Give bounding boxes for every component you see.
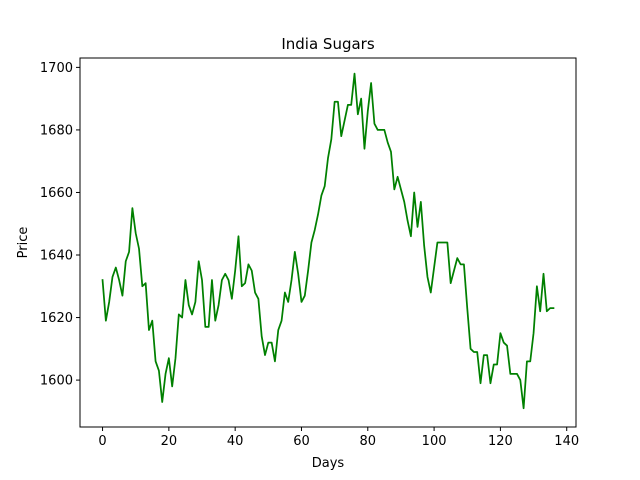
y-tick-label: 1680 [40,123,73,138]
x-tick-label: 120 [488,434,513,449]
chart-title: India Sugars [281,35,374,53]
x-tick-label: 60 [293,434,310,449]
x-axis-label: Days [312,456,345,471]
y-tick-label: 1600 [40,374,73,389]
x-tick-label: 0 [98,434,106,449]
y-tick-label: 1620 [40,311,73,326]
y-tick-label: 1700 [40,61,73,76]
y-tick-label: 1640 [40,249,73,264]
y-axis-label: Price [16,227,31,259]
x-tick-label: 80 [360,434,377,449]
y-axis: 1600 1620 1640 1660 1680 1700 [40,61,80,389]
axes-frame [79,57,577,428]
x-axis: 0 20 40 60 80 100 120 140 [98,427,579,449]
x-tick-label: 40 [227,434,244,449]
plot-area [101,72,555,410]
x-tick-label: 100 [422,434,447,449]
x-tick-label: 140 [554,434,579,449]
y-tick-label: 1660 [40,186,73,201]
x-tick-label: 20 [161,434,178,449]
series-line-1 [101,72,555,410]
